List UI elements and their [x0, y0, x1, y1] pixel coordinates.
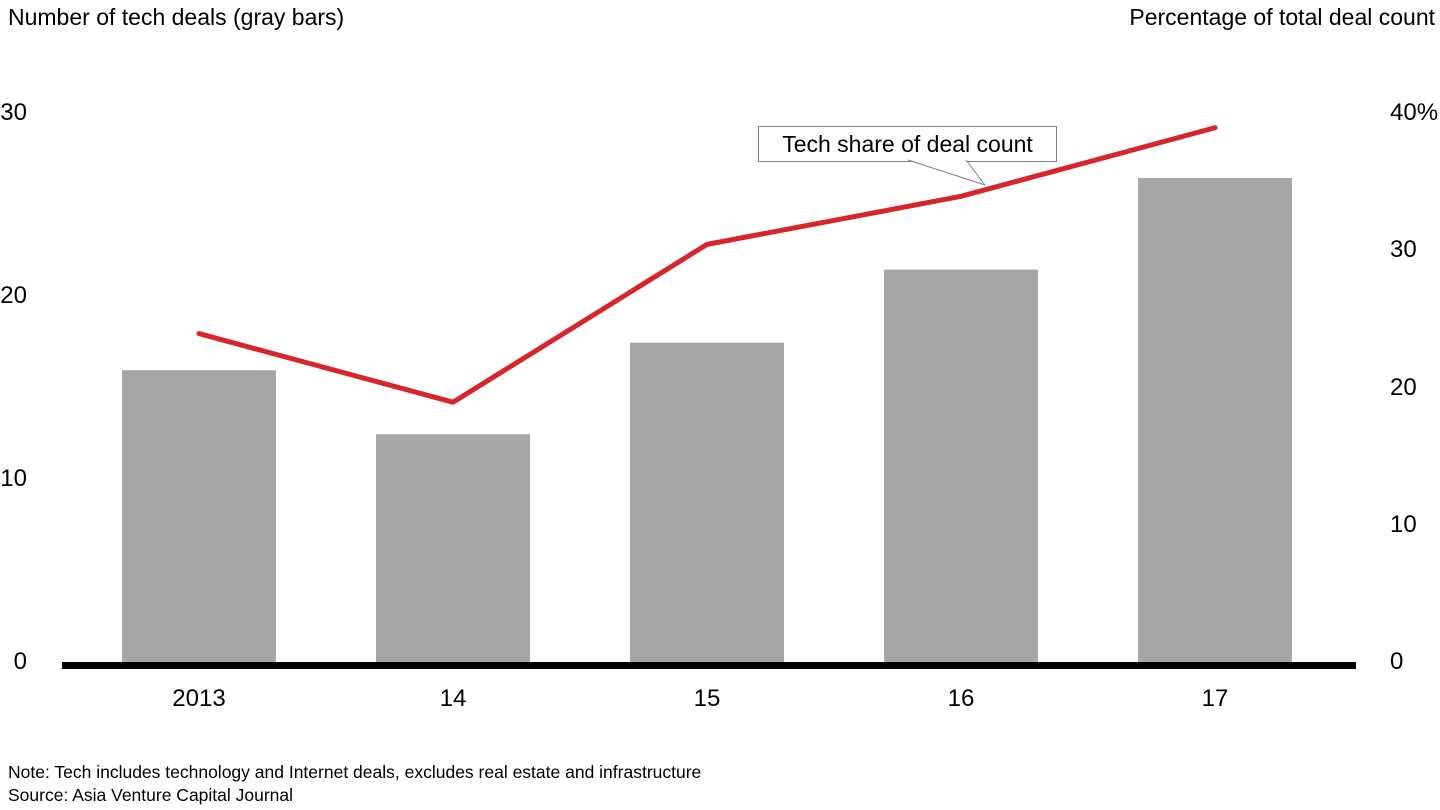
right-axis-tick: 20: [1390, 374, 1417, 401]
x-axis-label: 14: [439, 685, 467, 712]
left-axis-tick: 20: [0, 282, 27, 309]
left-axis-tick: 30: [0, 99, 27, 126]
left-axis-title: Number of tech deals (gray bars): [8, 4, 345, 30]
left-axis-tick: 0: [13, 648, 27, 675]
chart-note: Note: Tech includes technology and Inter…: [8, 762, 702, 782]
series-callout-label: Tech share of deal count: [758, 126, 1057, 162]
right-axis-tick: 40%: [1390, 99, 1439, 126]
chart-source: Source: Asia Venture Capital Journal: [8, 785, 294, 805]
right-axis-title: Percentage of total deal count: [1129, 4, 1435, 30]
left-axis-tick: 10: [0, 465, 27, 492]
x-axis-label: 2013: [172, 685, 226, 712]
right-axis-tick: 30: [1390, 236, 1417, 263]
right-axis-tick: 0: [1390, 648, 1404, 675]
right-axis-tick: 10: [1390, 511, 1417, 538]
x-axis-label: 17: [1201, 685, 1229, 712]
x-axis-label: 16: [947, 685, 975, 712]
x-axis-label: 15: [693, 685, 721, 712]
